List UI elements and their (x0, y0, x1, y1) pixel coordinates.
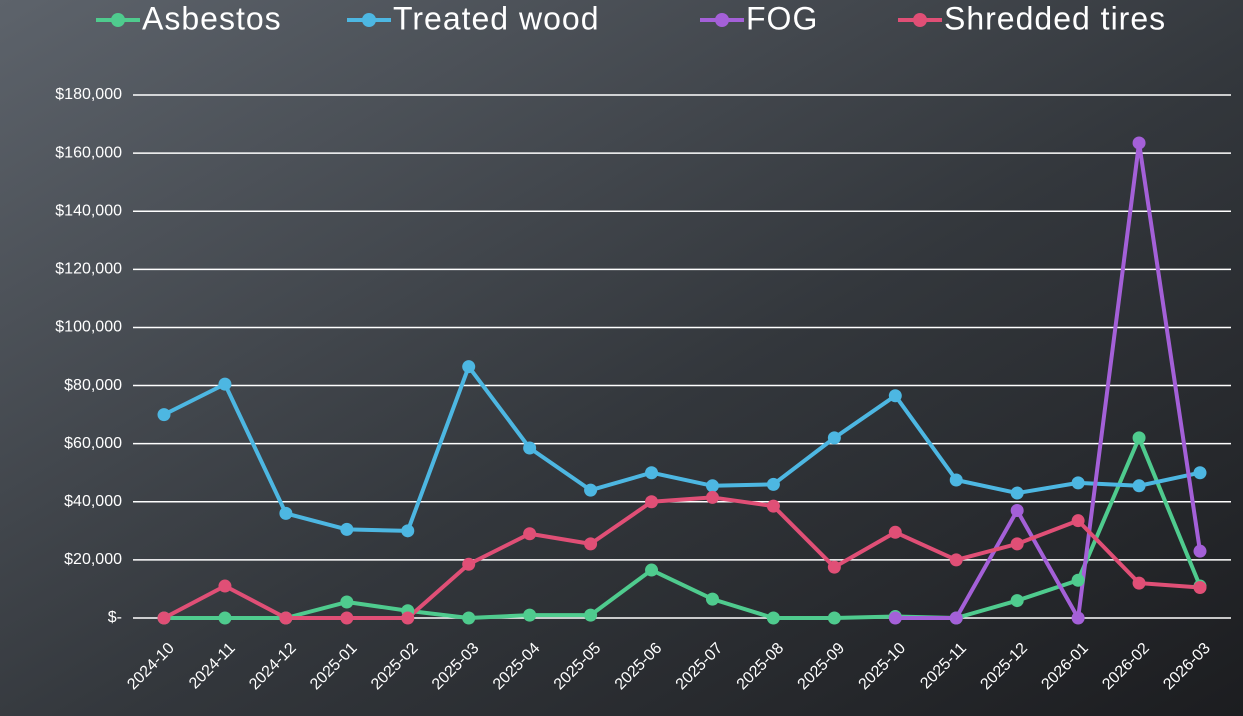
data-point (218, 579, 232, 593)
data-point (1071, 514, 1085, 528)
data-point (1132, 136, 1146, 150)
y-tick-label: $40,000 (64, 493, 122, 510)
data-point (766, 499, 780, 513)
legend-label: Asbestos (142, 0, 282, 36)
data-point (766, 477, 780, 491)
data-point (645, 495, 659, 509)
data-point (279, 611, 293, 625)
data-point (584, 537, 598, 551)
legend-swatch (362, 13, 376, 27)
data-point (1010, 537, 1024, 551)
data-point (705, 592, 719, 606)
data-point (401, 524, 415, 538)
data-point (827, 431, 841, 445)
data-point (157, 408, 171, 422)
legend-label: Treated wood (393, 0, 599, 36)
legend-swatch (715, 13, 729, 27)
data-point (523, 527, 537, 541)
y-tick-label: $80,000 (64, 377, 122, 394)
data-point (949, 553, 963, 567)
data-point (949, 611, 963, 625)
data-point (462, 360, 476, 374)
data-point (1193, 544, 1207, 558)
y-tick-label: $140,000 (55, 202, 122, 219)
legend-swatch (111, 13, 125, 27)
series-line (163, 495, 1201, 620)
data-point (584, 608, 598, 622)
y-tick-label: $160,000 (55, 144, 122, 161)
y-tick-label: $120,000 (55, 261, 122, 278)
data-point (462, 611, 476, 625)
plot (157, 136, 1207, 625)
data-point (157, 611, 171, 625)
data-point (462, 557, 476, 571)
data-point (523, 441, 537, 455)
data-point (645, 563, 659, 577)
y-tick-label: $20,000 (64, 551, 122, 568)
legend-label: FOG (746, 0, 818, 36)
legend: Asbestos Treated wood FOG Shredded tires (96, 0, 1166, 36)
data-point (827, 560, 841, 574)
data-point (888, 525, 902, 539)
data-point (279, 506, 293, 520)
data-point (1132, 576, 1146, 590)
data-point (1071, 573, 1085, 587)
data-point (1010, 486, 1024, 500)
data-point (584, 483, 598, 497)
data-point (523, 608, 537, 622)
data-point (340, 522, 354, 536)
data-point (645, 466, 659, 480)
data-point (827, 611, 841, 625)
legend-swatch (913, 13, 927, 27)
y-tick-label: $100,000 (55, 319, 122, 336)
y-tick-label: $180,000 (55, 86, 122, 103)
data-point (1193, 466, 1207, 480)
data-point (218, 611, 232, 625)
data-point (1071, 611, 1085, 625)
data-point (1010, 503, 1024, 517)
data-point (766, 611, 780, 625)
legend-label: Shredded tires (944, 0, 1166, 36)
data-point (888, 611, 902, 625)
data-point (1010, 594, 1024, 608)
data-point (401, 611, 415, 625)
series-line (164, 435, 1202, 620)
data-point (1071, 476, 1085, 490)
data-point (340, 611, 354, 625)
data-point (949, 473, 963, 487)
data-point (1193, 580, 1207, 594)
data-point (888, 389, 902, 403)
data-point (340, 595, 354, 609)
data-point (1132, 479, 1146, 493)
y-tick-label: $60,000 (64, 435, 122, 452)
data-point (705, 490, 719, 504)
data-point (218, 377, 232, 391)
data-point (1132, 431, 1146, 445)
data-point (705, 479, 719, 493)
series-line (895, 140, 1202, 620)
series-line (163, 364, 1201, 533)
y-tick-label: $- (108, 609, 122, 626)
